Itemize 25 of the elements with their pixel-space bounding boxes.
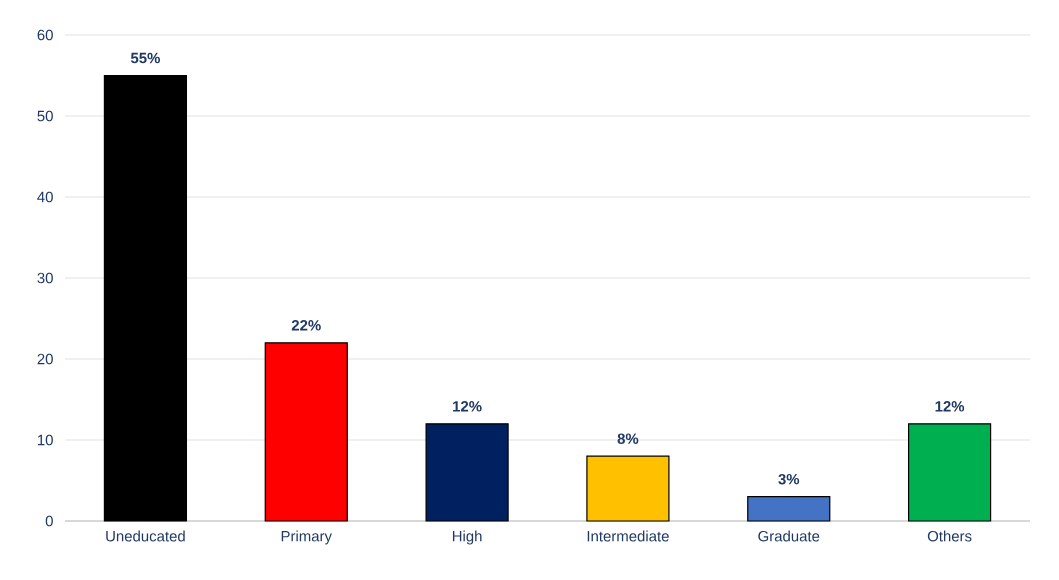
x-tick-label: Uneducated [106, 530, 185, 542]
data-label: 12% [935, 401, 965, 412]
bar [907, 423, 992, 522]
data-label: 12% [453, 401, 482, 412]
y-tick-label: 30 [37, 272, 53, 284]
bar [586, 455, 670, 522]
bar [103, 74, 188, 522]
y-tick-label: 60 [37, 29, 53, 41]
y-tick-label: 0 [45, 515, 53, 527]
y-tick-label: 40 [37, 191, 53, 203]
bar [747, 496, 831, 522]
data-label: 3% [778, 473, 800, 485]
x-tick-label: High [452, 530, 482, 545]
data-label: 55% [130, 52, 160, 64]
y-tick-label: 10 [38, 434, 53, 446]
x-tick-label: Intermediate [587, 530, 669, 542]
bar [264, 342, 348, 522]
y-tick-label: 50 [37, 110, 53, 122]
x-tick-label: Graduate [758, 530, 820, 542]
x-tick-label: Primary [281, 530, 332, 545]
data-label: 8% [617, 433, 639, 444]
data-label: 22% [291, 320, 321, 331]
bar [425, 423, 509, 522]
y-tick-label: 20 [37, 353, 53, 365]
x-tick-label: Others [927, 530, 972, 542]
